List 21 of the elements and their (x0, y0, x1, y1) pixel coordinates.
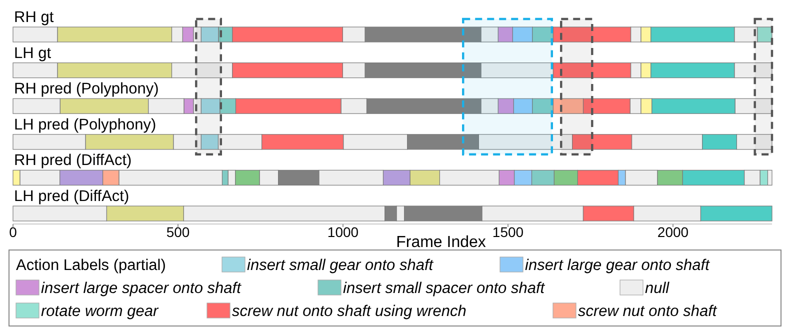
y-tick-label: LH pred (Polyphony) (14, 116, 156, 134)
y-tick-label: RH gt (14, 9, 54, 26)
legend-label: screw nut onto shaft (578, 303, 718, 320)
legend-label: insert large spacer onto shaft (41, 280, 242, 297)
x-tick-label: 1500 (492, 224, 524, 240)
legend-title: Action Labels (partial) (16, 257, 166, 274)
legend-label: insert large gear onto shaft (525, 257, 710, 274)
x-tick-label: 500 (166, 224, 190, 240)
legend-label: rotate worm gear (41, 303, 159, 320)
legend-label: null (645, 280, 670, 297)
legend-label: insert small spacer onto shaft (343, 280, 546, 297)
y-tick-label: RH pred (DiffAct) (14, 152, 132, 170)
x-axis-title: Frame Index (396, 234, 486, 251)
legend-label: insert small gear onto shaft (247, 257, 434, 274)
x-tick-label: 0 (9, 224, 18, 240)
x-tick-label: 2000 (657, 224, 689, 240)
y-tick-label: LH pred (DiffAct) (14, 188, 130, 205)
legend-label: screw nut onto shaft using wrench (232, 303, 466, 320)
y-tick-label: RH pred (Polyphony) (14, 80, 159, 98)
y-tick-label: LH gt (14, 44, 52, 62)
x-tick-label: 1000 (327, 224, 359, 240)
